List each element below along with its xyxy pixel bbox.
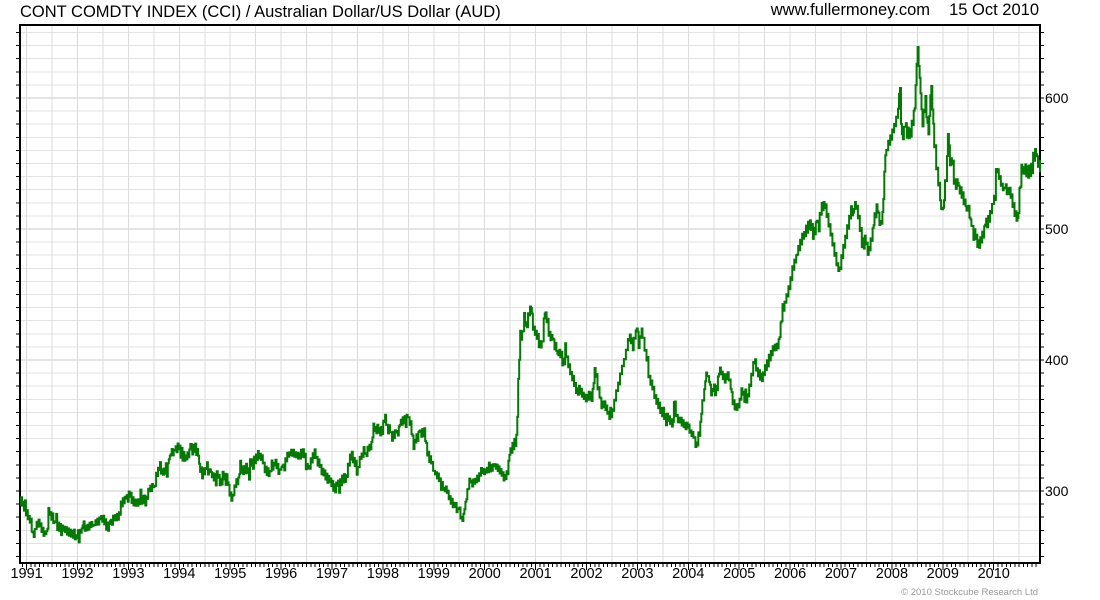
svg-text:2009: 2009 <box>927 566 959 582</box>
svg-text:2002: 2002 <box>570 566 602 582</box>
svg-text:600: 600 <box>1045 90 1069 106</box>
svg-text:1992: 1992 <box>61 566 93 582</box>
svg-text:www.fullermoney.com: www.fullermoney.com <box>770 1 930 19</box>
svg-text:1998: 1998 <box>367 566 399 582</box>
svg-text:1997: 1997 <box>316 566 348 582</box>
svg-text:300: 300 <box>1045 483 1069 499</box>
svg-text:2004: 2004 <box>672 566 704 582</box>
svg-text:© 2010 Stockcube Research Ltd: © 2010 Stockcube Research Ltd <box>901 587 1038 598</box>
svg-text:1999: 1999 <box>418 566 450 582</box>
svg-text:2003: 2003 <box>621 566 653 582</box>
svg-text:15 Oct 2010: 15 Oct 2010 <box>949 1 1039 19</box>
svg-text:2000: 2000 <box>469 566 501 582</box>
svg-text:1996: 1996 <box>265 566 297 582</box>
svg-text:500: 500 <box>1045 221 1069 237</box>
svg-text:1994: 1994 <box>163 566 195 582</box>
svg-text:2005: 2005 <box>723 566 755 582</box>
svg-text:2010: 2010 <box>978 566 1010 582</box>
svg-text:2006: 2006 <box>774 566 806 582</box>
svg-text:1993: 1993 <box>112 566 144 582</box>
svg-text:400: 400 <box>1045 352 1069 368</box>
svg-text:2008: 2008 <box>876 566 908 582</box>
svg-text:2007: 2007 <box>825 566 857 582</box>
svg-text:1995: 1995 <box>214 566 246 582</box>
svg-text:2001: 2001 <box>519 566 551 582</box>
svg-text:1991: 1991 <box>10 566 42 582</box>
svg-text:CONT COMDTY INDEX (CCI) / Aust: CONT COMDTY INDEX (CCI) / Australian Dol… <box>20 3 501 21</box>
